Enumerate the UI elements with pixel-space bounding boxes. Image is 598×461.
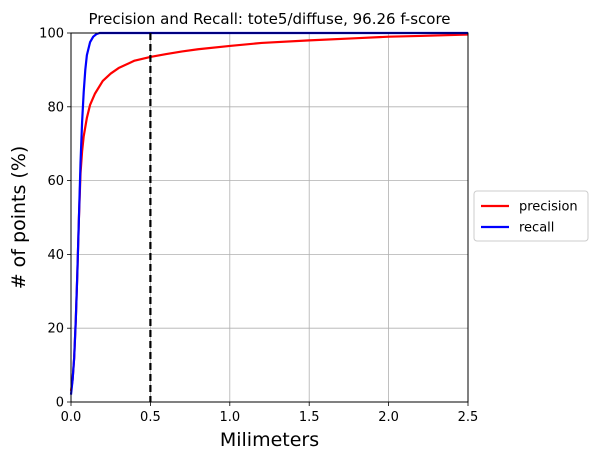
x-tick-label: 2.0	[378, 410, 399, 425]
chart-title: Precision and Recall: tote5/diffuse, 96.…	[88, 10, 450, 28]
legend-box	[473, 190, 589, 242]
series-group	[69, 31, 469, 395]
x-tick-label: 2.5	[458, 410, 479, 425]
legend-label-precision: precision	[519, 200, 578, 215]
x-tick-label: 0.0	[61, 410, 82, 425]
y-tick-label: 40	[47, 248, 64, 263]
x-tick-label: 0.5	[140, 410, 161, 425]
y-tick-label: 100	[39, 27, 64, 42]
legend: precision recall	[473, 190, 589, 242]
x-axis-label: Milimeters	[220, 429, 319, 451]
series-line-recall	[69, 31, 468, 395]
legend-label-recall: recall	[519, 221, 554, 236]
x-tick-label: 1.0	[219, 410, 240, 425]
y-tick-label: 60	[47, 174, 64, 189]
y-tick-label: 0	[56, 396, 64, 411]
x-tick-label: 1.5	[299, 410, 320, 425]
plot-frame	[70, 32, 469, 403]
y-tick-label: 80	[47, 100, 64, 115]
y-tick-label: 20	[47, 322, 64, 337]
plot-background	[71, 33, 468, 402]
axis-ticks: 0.0 0.5 1.0 1.5 2.0 2.5 0 20 40 60 80 100	[39, 27, 478, 426]
y-axis-label: # of points (%)	[8, 146, 30, 290]
